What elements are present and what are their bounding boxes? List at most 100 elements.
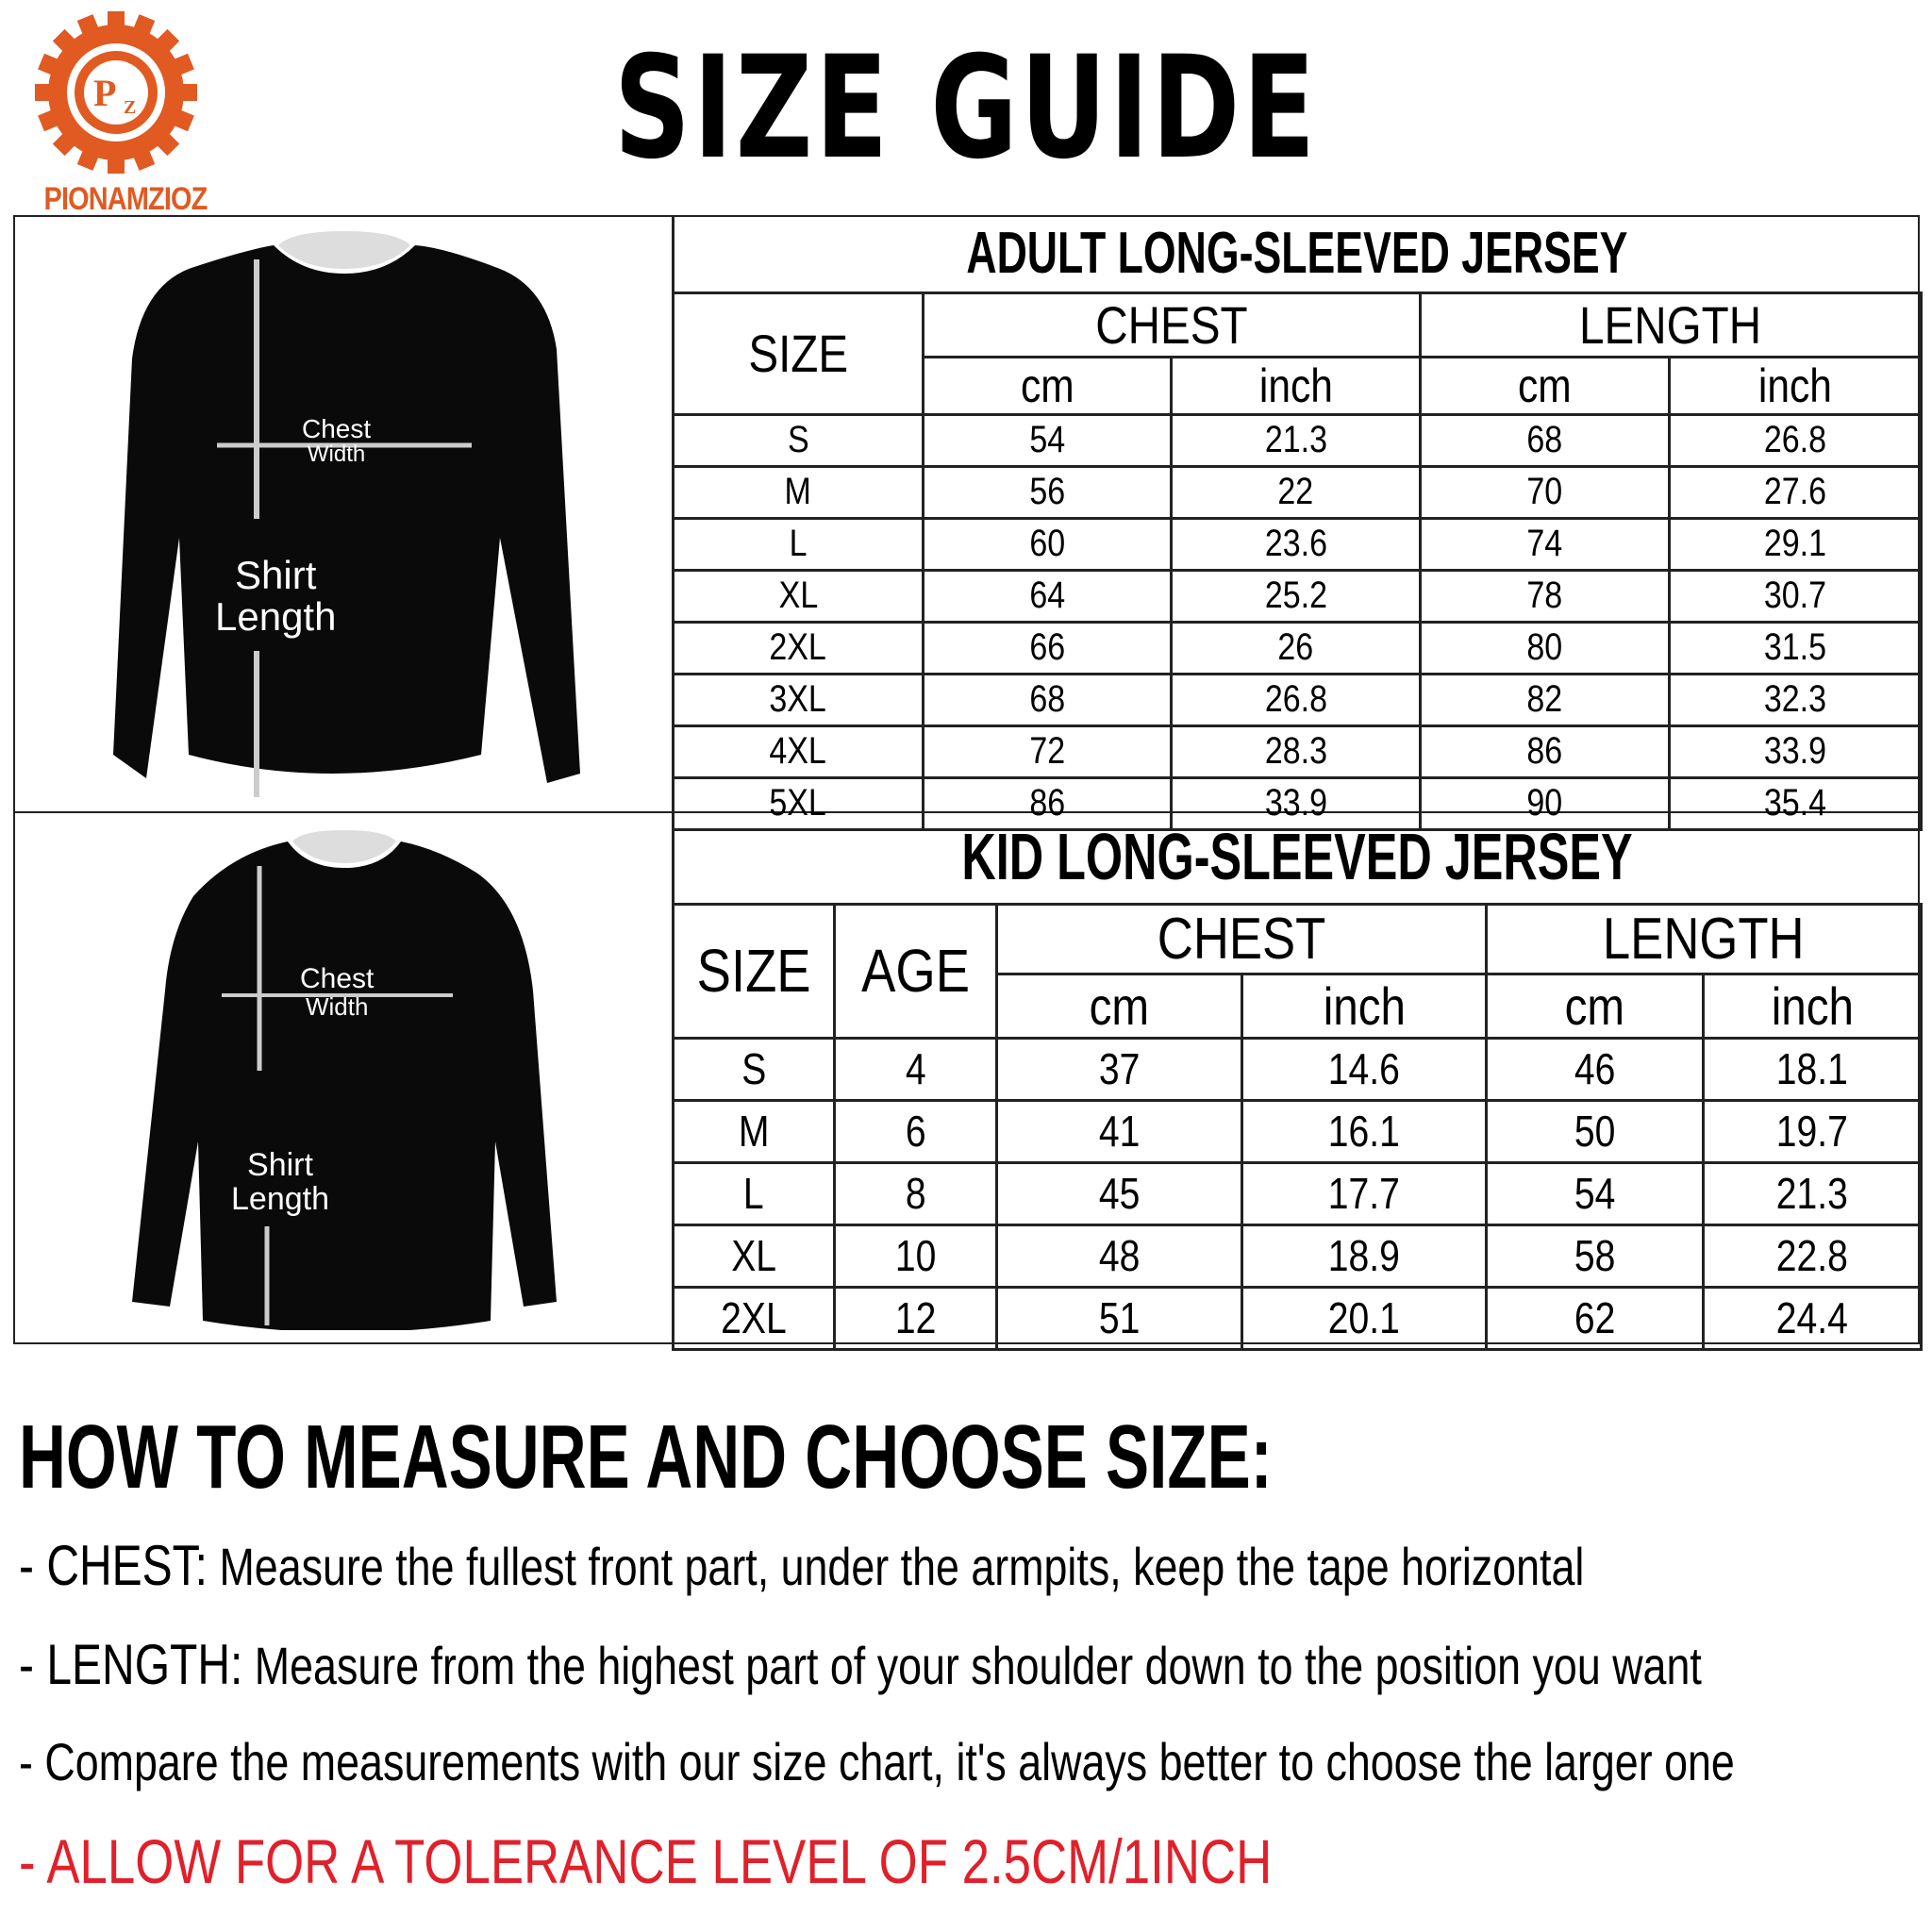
table-cell: L bbox=[672, 1160, 836, 1226]
gear-tooth bbox=[76, 14, 101, 41]
length-instruction: - LENGTH: Measure from the highest part … bbox=[19, 1633, 1702, 1696]
gear-tooth bbox=[168, 53, 194, 77]
table-cell: 86 bbox=[1419, 724, 1671, 779]
table-cell: 8 bbox=[833, 1160, 998, 1226]
header-cm: cm bbox=[922, 355, 1173, 416]
table-cell: 78 bbox=[1419, 568, 1671, 624]
table-cell: M bbox=[672, 1098, 836, 1164]
table-cell: 74 bbox=[1419, 516, 1671, 572]
table-cell: L bbox=[672, 516, 924, 572]
shirt-length-label: Shirt Length bbox=[215, 553, 337, 640]
table-row: 2XL 66 26 80 31.5 bbox=[672, 620, 1923, 675]
table-cell: 3XL bbox=[672, 672, 924, 727]
brand-name: PIONAMZIOZ bbox=[43, 181, 208, 217]
kid-chest-width-label: Chest Width bbox=[300, 963, 375, 1021]
table-cell: 68 bbox=[922, 672, 1173, 727]
header-inch: inch bbox=[1170, 355, 1422, 416]
gear-tooth bbox=[168, 108, 194, 132]
gear-logo-icon: P Z bbox=[35, 11, 197, 174]
table-row: L 8 45 17.7 54 21.3 bbox=[672, 1160, 1924, 1226]
table-row: 3XL 68 26.8 82 32.3 bbox=[672, 672, 1923, 727]
table-cell: 82 bbox=[1419, 672, 1671, 727]
svg-text:P: P bbox=[93, 72, 116, 114]
table-cell: 24.4 bbox=[1701, 1285, 1924, 1351]
header-size: SIZE bbox=[672, 291, 924, 416]
table-cell: 26.8 bbox=[1668, 412, 1923, 468]
kid-shirt-length-label: Shirt Length bbox=[231, 1147, 329, 1217]
table-cell: 54 bbox=[922, 412, 1173, 468]
header-cm: cm bbox=[1485, 972, 1705, 1040]
header-length: LENGTH bbox=[1419, 291, 1923, 358]
table-cell: 22.8 bbox=[1701, 1223, 1924, 1289]
table-title: ADULT LONG-SLEEVED JERSEY bbox=[673, 215, 1922, 294]
table-row: 4XL 72 28.3 86 33.9 bbox=[672, 724, 1923, 779]
header-inch: inch bbox=[1241, 972, 1488, 1040]
table-cell: 20.1 bbox=[1241, 1285, 1488, 1351]
compare-instruction: - Compare the measurements with our size… bbox=[19, 1732, 1735, 1791]
gear-tooth bbox=[176, 84, 197, 101]
table-cell: 14.6 bbox=[1241, 1036, 1488, 1102]
table-cell: 80 bbox=[1419, 620, 1671, 675]
how-to-heading: HOW TO MEASURE AND CHOOSE SIZE: bbox=[19, 1407, 1273, 1507]
gear-tooth bbox=[35, 84, 56, 101]
table-cell: 66 bbox=[922, 620, 1173, 675]
table-row: 2XL 12 51 20.1 62 24.4 bbox=[672, 1285, 1924, 1351]
table-cell: 19.7 bbox=[1701, 1098, 1924, 1164]
table-cell: 58 bbox=[1485, 1223, 1705, 1289]
gear-tooth bbox=[131, 144, 156, 171]
header-inch: inch bbox=[1701, 972, 1924, 1040]
adult-size-table: ADULT LONG-SLEEVED JERSEY SIZE CHEST LENGT… bbox=[672, 215, 1923, 831]
table-cell: 31.5 bbox=[1668, 620, 1923, 675]
kid-size-table: KID LONG-SLEEVED JERSEY SIZE AGE CHEST LENG… bbox=[672, 811, 1924, 1351]
tolerance-note: - ALLOW FOR A TOLERANCE LEVEL OF 2.5CM/1… bbox=[19, 1826, 1273, 1896]
gear-tooth bbox=[38, 108, 64, 132]
table-cell: 10 bbox=[833, 1223, 998, 1289]
table-cell: 60 bbox=[922, 516, 1173, 572]
table-cell: 21.3 bbox=[1701, 1160, 1924, 1226]
svg-text:Z: Z bbox=[124, 97, 136, 118]
table-cell: 30.7 bbox=[1668, 568, 1923, 624]
table-cell: 16.1 bbox=[1241, 1098, 1488, 1164]
table-cell: 6 bbox=[833, 1098, 998, 1164]
table-cell: 25.2 bbox=[1170, 568, 1422, 624]
table-cell: 37 bbox=[995, 1036, 1243, 1102]
table-cell: 29.1 bbox=[1668, 516, 1923, 572]
gear-tooth bbox=[52, 28, 80, 57]
header-cm: cm bbox=[1419, 355, 1671, 416]
table-cell: 41 bbox=[995, 1098, 1243, 1164]
table-cell: 62 bbox=[1485, 1285, 1705, 1351]
table-cell: 68 bbox=[1419, 412, 1671, 468]
table-cell: S bbox=[672, 412, 924, 468]
header-length: LENGTH bbox=[1484, 902, 1924, 975]
header-chest: CHEST bbox=[922, 291, 1422, 358]
table-cell: 17.7 bbox=[1241, 1160, 1488, 1226]
table-row: L 60 23.6 74 29.1 bbox=[672, 516, 1923, 572]
table-title: KID LONG-SLEEVED JERSEY bbox=[673, 811, 1922, 906]
gear-tooth bbox=[152, 28, 180, 57]
table-cell: 2XL bbox=[672, 1285, 836, 1351]
table-row: S 54 21.3 68 26.8 bbox=[672, 412, 1923, 468]
header-cm: cm bbox=[995, 972, 1243, 1040]
table-cell: 2XL bbox=[672, 620, 924, 675]
gear-tooth bbox=[52, 128, 80, 157]
gear-tooth bbox=[76, 144, 101, 171]
header-chest: CHEST bbox=[995, 902, 1488, 975]
table-cell: 72 bbox=[922, 724, 1173, 779]
header-inch: inch bbox=[1668, 355, 1923, 416]
table-cell: 22 bbox=[1170, 464, 1422, 520]
adult-shirt-diagram bbox=[113, 231, 580, 797]
table-cell: 70 bbox=[1419, 464, 1671, 520]
page-title: SIZE GUIDE bbox=[613, 26, 1319, 191]
table-cell: 54 bbox=[1485, 1160, 1705, 1226]
gear-tooth bbox=[131, 14, 156, 41]
table-cell: 21.3 bbox=[1170, 412, 1422, 468]
table-cell: 46 bbox=[1485, 1036, 1705, 1102]
table-cell: 33.9 bbox=[1668, 724, 1923, 779]
header-size: SIZE bbox=[672, 902, 836, 1040]
table-cell: 27.6 bbox=[1668, 464, 1923, 520]
table-cell: 26.8 bbox=[1170, 672, 1422, 727]
table-cell: XL bbox=[672, 1223, 836, 1289]
gear-tooth bbox=[38, 53, 64, 77]
kid-shirt-diagram bbox=[132, 830, 557, 1330]
table-cell: 4 bbox=[833, 1036, 998, 1102]
